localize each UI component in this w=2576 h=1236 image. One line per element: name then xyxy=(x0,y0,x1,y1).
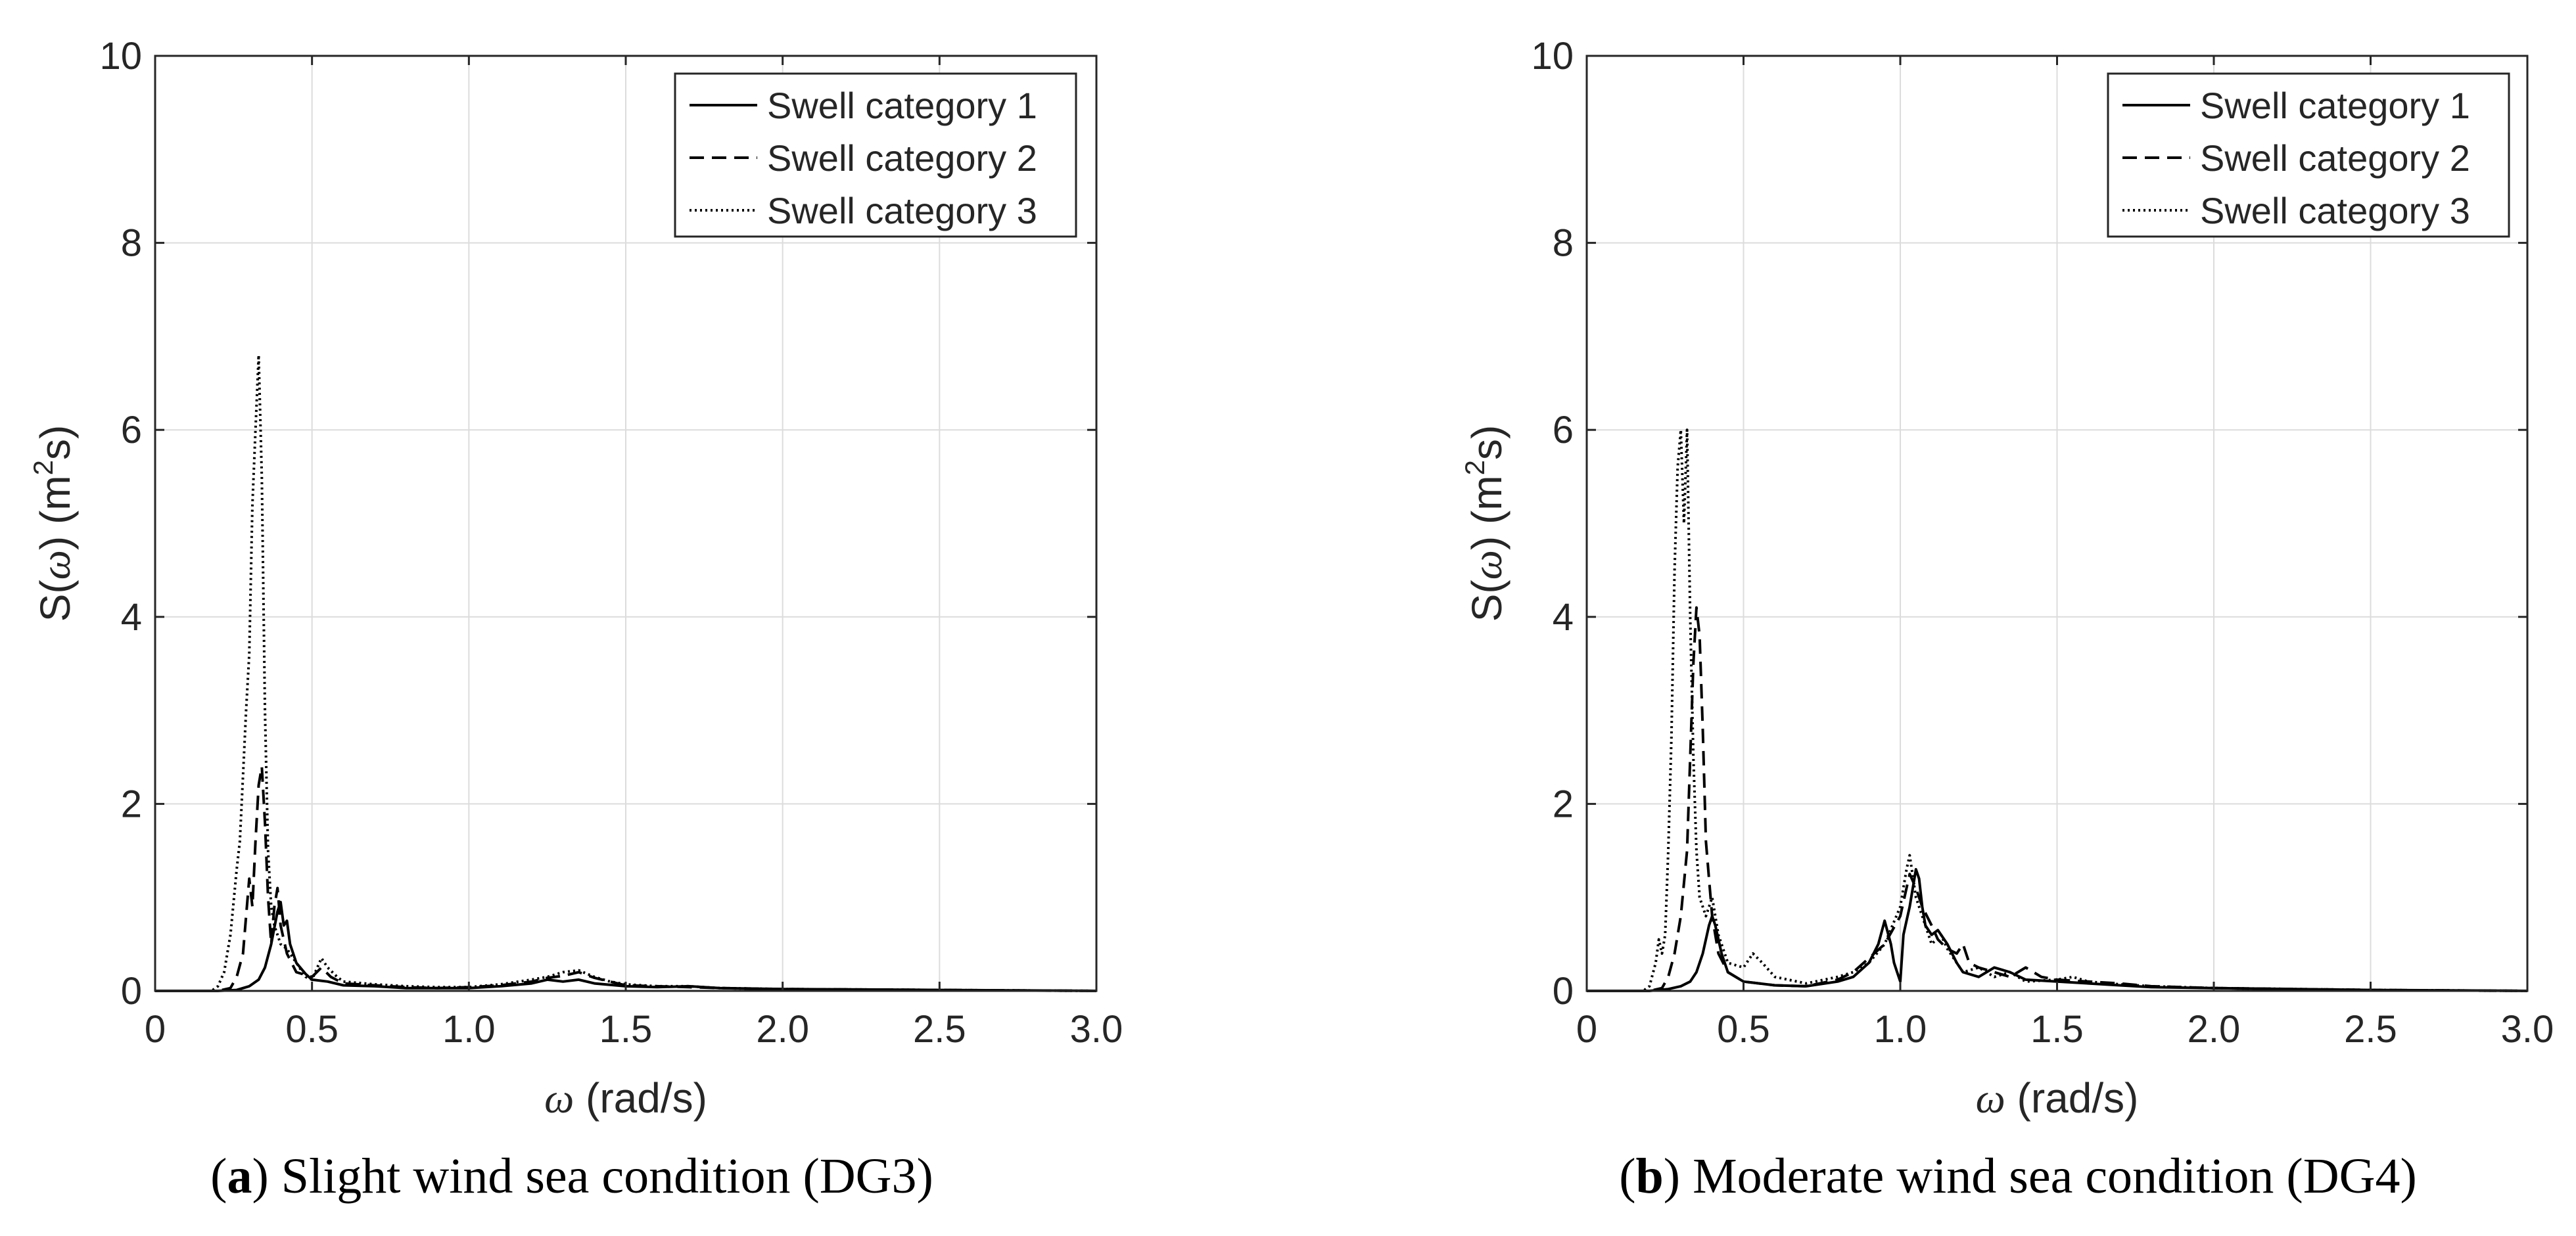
x-tick-label: 1.5 xyxy=(599,1008,653,1051)
x-axis-symbol: ω xyxy=(1976,1075,2005,1122)
x-axis-label: ω (rad/s) xyxy=(544,1074,707,1122)
legend-label-1: Swell category 1 xyxy=(767,85,1037,126)
x-tick-label: 2.0 xyxy=(2188,1008,2241,1051)
series-line-3 xyxy=(1587,428,2528,992)
x-tick-label: 2.5 xyxy=(913,1008,966,1051)
y-tick-label: 10 xyxy=(99,35,142,78)
y-label-part: ) (m xyxy=(1463,475,1510,550)
legend-label-1: Swell category 1 xyxy=(2200,85,2470,126)
caption-b: (b) Moderate wind sea condition (DG4) xyxy=(1479,1140,2557,1212)
legend-box xyxy=(2107,72,2510,238)
y-axis-label: S(ω) (m2s) xyxy=(1459,425,1510,622)
caption-a-open: ( xyxy=(210,1148,227,1204)
y-tick-label: 6 xyxy=(1553,409,1574,451)
y-label-symbol: ω xyxy=(1464,550,1510,580)
legend-box xyxy=(674,72,1077,238)
y-tick-label: 0 xyxy=(121,970,142,1013)
legend: Swell category 1 Swell category 2 Swell ca… xyxy=(674,72,1077,238)
x-tick-label: 3.0 xyxy=(2501,1008,2554,1051)
x-tick-label: 0.5 xyxy=(1717,1008,1770,1051)
caption-b-letter: b xyxy=(1635,1148,1664,1204)
y-axis-label: S(ω) (m2s) xyxy=(28,425,79,622)
x-axis-label: ω (rad/s) xyxy=(1976,1074,2139,1122)
caption-a-text: ) Slight wind sea condition (DG3) xyxy=(252,1148,933,1204)
legend-label-2: Swell category 2 xyxy=(767,137,1037,179)
caption-a-letter: a xyxy=(227,1148,252,1204)
x-tick-label: 2.5 xyxy=(2344,1008,2397,1051)
x-axis-symbol: ω xyxy=(544,1075,574,1122)
y-label-part: s) xyxy=(32,425,79,460)
y-tick-label: 0 xyxy=(1553,970,1574,1013)
x-axis-unit: (rad/s) xyxy=(2005,1074,2139,1122)
x-tick-label: 1.5 xyxy=(2030,1008,2084,1051)
y-label-part: S( xyxy=(1463,580,1510,622)
x-tick-label: 1.0 xyxy=(442,1008,496,1051)
series-line-3 xyxy=(155,354,1097,992)
x-tick-label: 0 xyxy=(145,1008,166,1051)
caption-b-text: ) Moderate wind sea condition (DG4) xyxy=(1663,1148,2417,1204)
y-label-part: ) (m xyxy=(32,475,79,550)
legend-label-3: Swell category 3 xyxy=(767,190,1037,231)
y-label-superscript: 2 xyxy=(1459,460,1490,475)
y-tick-label: 10 xyxy=(1531,35,1574,78)
y-label-part: s) xyxy=(1463,425,1510,460)
y-tick-label: 2 xyxy=(1553,783,1574,825)
series-line-2 xyxy=(155,765,1097,992)
y-tick-label: 8 xyxy=(121,222,142,265)
caption-a: (a) Slight wind sea condition (DG3) xyxy=(46,1140,1098,1212)
y-label-superscript: 2 xyxy=(28,460,59,475)
x-tick-label: 0 xyxy=(1576,1008,1597,1051)
y-tick-label: 6 xyxy=(121,409,142,451)
legend: Swell category 1 Swell category 2 Swell ca… xyxy=(2107,72,2510,238)
y-tick-label: 4 xyxy=(1553,596,1574,639)
y-tick-label: 8 xyxy=(1553,222,1574,265)
x-tick-label: 0.5 xyxy=(285,1008,339,1051)
x-axis-unit: (rad/s) xyxy=(574,1074,707,1122)
y-tick-label: 2 xyxy=(121,783,142,825)
x-tick-label: 1.0 xyxy=(1874,1008,1927,1051)
legend-label-3: Swell category 3 xyxy=(2200,190,2470,231)
caption-b-open: ( xyxy=(1619,1148,1636,1204)
x-tick-label: 3.0 xyxy=(1070,1008,1123,1051)
y-tick-label: 4 xyxy=(121,596,142,639)
series-line-2 xyxy=(1587,606,2528,992)
legend-label-2: Swell category 2 xyxy=(2200,137,2470,179)
x-tick-label: 2.0 xyxy=(756,1008,809,1051)
y-label-part: S( xyxy=(32,580,79,622)
y-label-symbol: ω xyxy=(32,550,79,580)
